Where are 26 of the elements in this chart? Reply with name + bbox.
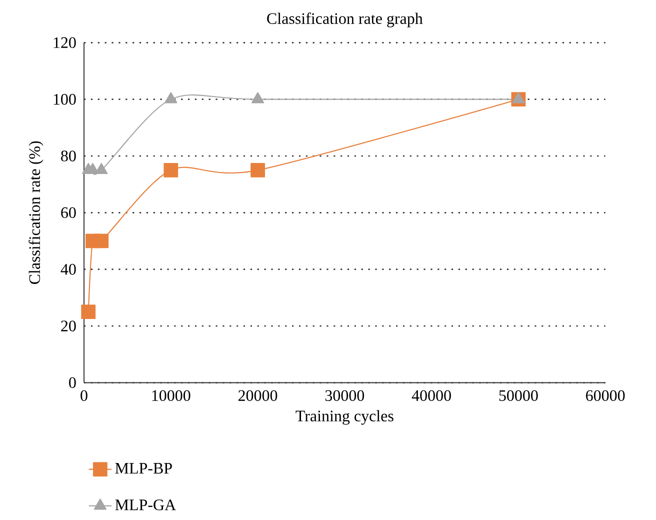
x-tick-label: 40000 [412,390,451,401]
point [250,162,265,178]
y-tick-label: 20 [61,320,76,332]
y-tick-label: 120 [54,37,76,48]
x-tick-label: 30000 [325,390,364,401]
point [81,304,96,320]
legend-label: MLP-GA [115,500,176,510]
x-tick-label: 20000 [238,390,278,401]
y-tick-label: 0 [69,377,76,388]
point [251,92,264,104]
x-tick-label: 60000 [586,390,625,401]
point [164,162,178,178]
x-tick-label: 10000 [152,390,190,401]
y-tick-label: 80 [61,150,76,162]
x-axis-title: Training cycles [296,410,394,425]
y-tick-label: 60 [61,207,76,218]
y-tick-label: 100 [54,94,76,105]
point [94,234,109,248]
y-tick-label: 40 [60,264,76,275]
x-tick-label: 0 [80,390,88,401]
y-axis-title: Classification rate (%) [28,141,44,284]
legend-label: MLP-BP [115,463,172,474]
chart-title: Classification rate graph [267,12,423,28]
point [164,92,178,104]
x-tick-label: 50000 [499,390,538,401]
point [512,92,525,104]
